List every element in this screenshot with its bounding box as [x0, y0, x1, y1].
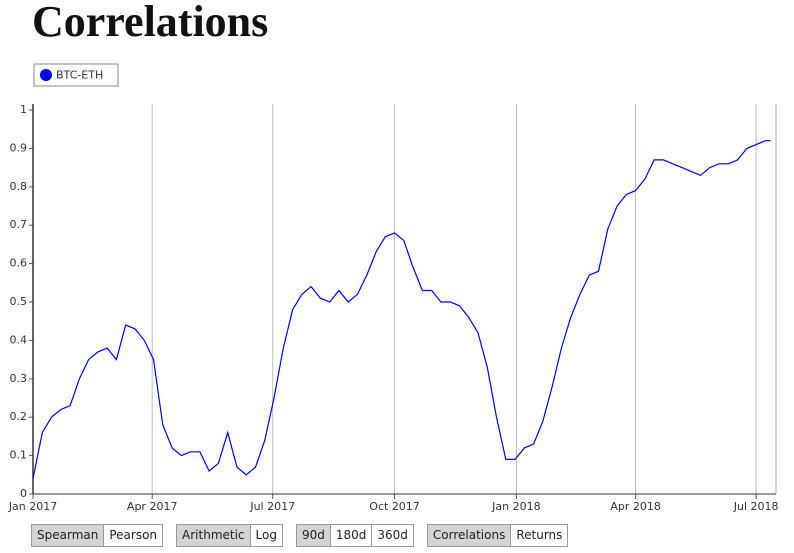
page-title: Correlations — [32, 0, 269, 46]
legend-swatch — [40, 69, 52, 81]
toggle-button[interactable]: Correlations — [427, 525, 512, 546]
legend-item[interactable]: BTC-ETH — [33, 63, 119, 87]
x-tick-label: Apr 2017 — [127, 500, 178, 513]
series-line — [32, 140, 771, 479]
y-tick-label: 0.4 — [10, 333, 28, 346]
toggle-button[interactable]: 90d — [296, 525, 331, 546]
x-tick-label: Jan 2018 — [491, 500, 540, 513]
chart: Jan 2017 Apr 2017 Jul 2017 Oct 2017 Jan 2018… — [8, 63, 779, 513]
y-tick-label: 0.2 — [10, 410, 28, 423]
button-group: Spearman Pearson — [31, 524, 164, 547]
legend-box — [33, 63, 119, 87]
button-group: 90d 180d 360d — [295, 524, 414, 547]
x-tick-label: Jul 2018 — [733, 500, 779, 513]
toggle-button[interactable]: Spearman — [32, 525, 105, 546]
y-tick-label: 0.5 — [10, 295, 28, 308]
toggle-button[interactable]: 360d — [372, 525, 413, 546]
toggle-button[interactable]: 180d — [330, 525, 373, 546]
y-tick-label: 0.7 — [10, 218, 28, 231]
legend-label: BTC-ETH — [56, 69, 103, 82]
y-tick-label: 0.9 — [10, 141, 28, 154]
x-tick-label: Jan 2017 — [8, 500, 57, 513]
y-tick-label: 0 — [20, 487, 27, 500]
x-tick-label: Oct 2017 — [369, 500, 420, 513]
button-group: Arithmetic Log — [176, 524, 283, 547]
toggle-button[interactable]: Arithmetic — [177, 525, 251, 546]
y-tick-label: 0.1 — [10, 449, 28, 462]
y-tick-label: 0.3 — [10, 372, 28, 385]
y-tick-label: 0.6 — [10, 257, 28, 270]
toggle-button[interactable]: Log — [250, 525, 282, 546]
y-tick-label: 0.8 — [10, 180, 28, 193]
x-tick-label: Jul 2017 — [249, 500, 295, 513]
y-tick-label: 1 — [20, 103, 27, 116]
toggle-button[interactable]: Pearson — [104, 525, 163, 546]
button-group: Correlations Returns — [426, 524, 569, 547]
controls: Spearman Pearson Arithmetic Log 90d 180d 360d C… — [31, 524, 569, 547]
x-tick-label: Apr 2018 — [610, 500, 661, 513]
toggle-button[interactable]: Returns — [511, 525, 568, 546]
